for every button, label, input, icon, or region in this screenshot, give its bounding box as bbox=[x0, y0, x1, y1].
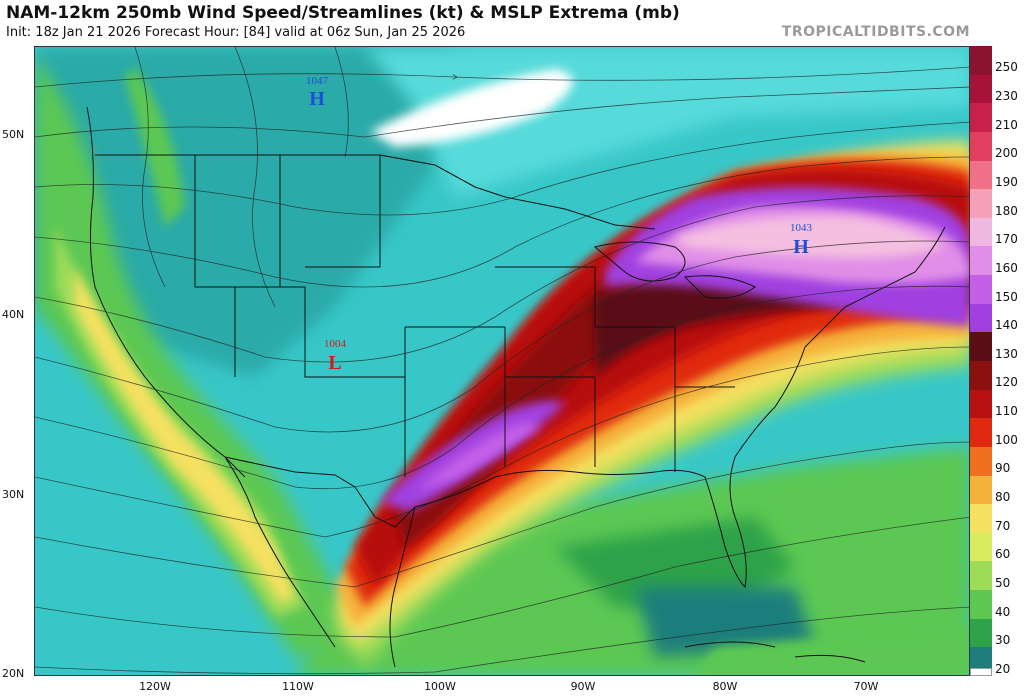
colorbar-label: 230 bbox=[995, 89, 1018, 104]
colorbar-label: 20 bbox=[995, 661, 1011, 676]
low-pressure-center: 1004 L bbox=[324, 338, 347, 374]
colorbar-label: 90 bbox=[995, 461, 1011, 476]
high-pressure-value: 1043 bbox=[790, 222, 813, 234]
colorbar-segment bbox=[970, 189, 992, 219]
streamlines bbox=[35, 47, 969, 675]
colorbar-label: 70 bbox=[995, 518, 1011, 533]
colorbar-label: 120 bbox=[995, 375, 1018, 390]
colorbar-segment bbox=[970, 160, 992, 190]
colorbar-segment bbox=[970, 418, 992, 448]
colorbar-label: 140 bbox=[995, 318, 1018, 333]
colorbar-segment bbox=[970, 446, 992, 477]
colorbar-segment bbox=[970, 475, 992, 505]
lat-label-20n: 20N bbox=[2, 667, 25, 680]
forecast-info: Init: 18z Jan 21 2026 Forecast Hour: [84… bbox=[6, 25, 466, 40]
high-pressure-center: 1043 H bbox=[790, 222, 813, 258]
wind-speed-colorbar: 250 230 210 200 190 180 170 160 150 140 130 120 110 1… bbox=[970, 46, 1024, 677]
lon-label-90w: 90W bbox=[570, 680, 596, 693]
colorbar-label: 130 bbox=[995, 346, 1018, 361]
colorbar-label: 30 bbox=[995, 633, 1011, 648]
colorbar-label: 250 bbox=[995, 60, 1018, 75]
colorbar-segment bbox=[970, 246, 992, 276]
map-title: NAM-12km 250mb Wind Speed/Streamlines (k… bbox=[6, 3, 680, 23]
high-pressure-label: H bbox=[793, 236, 809, 258]
jet-max-core bbox=[380, 187, 969, 512]
colorbar-segment bbox=[970, 590, 992, 620]
high-pressure-label: H bbox=[309, 88, 325, 110]
colorbar-segment bbox=[970, 504, 992, 534]
colorbar-label: 160 bbox=[995, 260, 1018, 275]
pressure-centers: 1047 H 1043 H 1004 L bbox=[306, 75, 813, 374]
colorbar-label: 40 bbox=[995, 604, 1011, 619]
colorbar-label: 200 bbox=[995, 146, 1018, 161]
colorbar-segment bbox=[970, 103, 992, 133]
low-pressure-label: L bbox=[328, 352, 341, 374]
colorbar-label: 190 bbox=[995, 175, 1018, 190]
colorbar-label: 60 bbox=[995, 547, 1011, 562]
low-pressure-value: 1004 bbox=[324, 338, 347, 350]
colorbar-segment bbox=[970, 303, 992, 333]
colorbar-segment bbox=[970, 275, 992, 305]
colorbar-label: 80 bbox=[995, 490, 1011, 505]
lon-label-120w: 120W bbox=[139, 680, 171, 693]
lon-label-110w: 110W bbox=[282, 680, 314, 693]
high-pressure-center: 1047 H bbox=[306, 75, 329, 110]
high-pressure-value: 1047 bbox=[306, 75, 329, 87]
colorbar-segment bbox=[970, 217, 992, 247]
colorbar-segment bbox=[970, 332, 992, 362]
colorbar-label: 210 bbox=[995, 117, 1018, 132]
source-credit: TROPICALTIDBITS.COM bbox=[781, 24, 970, 40]
colorbar-label: 150 bbox=[995, 289, 1018, 304]
colorbar-segment bbox=[970, 668, 992, 676]
lon-label-80w: 80W bbox=[712, 680, 738, 693]
colorbar-label: 100 bbox=[995, 432, 1018, 447]
lat-label-30n: 30N bbox=[2, 488, 25, 501]
colorbar-segment bbox=[970, 561, 992, 591]
colorbar-segment bbox=[970, 131, 992, 162]
lon-label-70w: 70W bbox=[853, 680, 879, 693]
colorbar-segment bbox=[970, 361, 992, 391]
colorbar-segment bbox=[970, 532, 992, 562]
colorbar-label: 170 bbox=[995, 232, 1018, 247]
colorbar-label: 180 bbox=[995, 203, 1018, 218]
colorbar-label: 110 bbox=[995, 404, 1018, 419]
lat-label-50n: 50N bbox=[2, 128, 25, 141]
wind-speed-map: 1047 H 1043 H 1004 L bbox=[34, 46, 970, 676]
colorbar-segment bbox=[970, 389, 992, 419]
lat-label-40n: 40N bbox=[2, 308, 25, 321]
colorbar-label: 50 bbox=[995, 575, 1011, 590]
colorbar-segment bbox=[970, 46, 992, 76]
colorbar-segment bbox=[970, 74, 992, 104]
colorbar-segment bbox=[970, 618, 992, 648]
lon-label-100w: 100W bbox=[424, 680, 456, 693]
